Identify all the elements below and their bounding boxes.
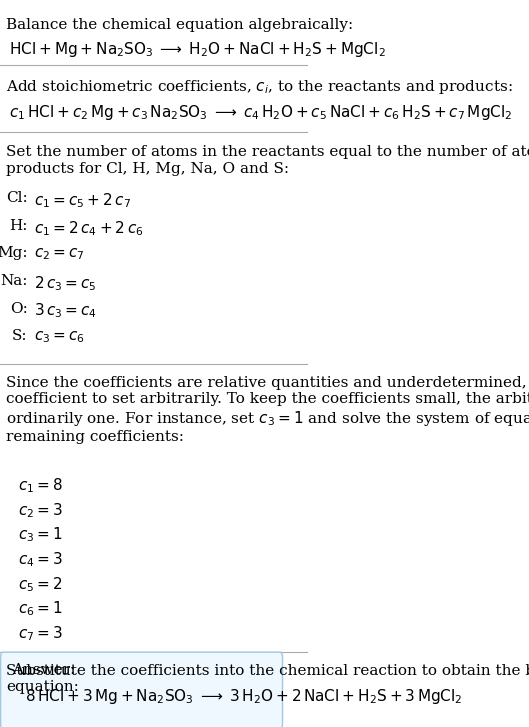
Text: S:: S:: [12, 329, 28, 343]
Text: $c_1 = 2\,c_4 + 2\,c_6$: $c_1 = 2\,c_4 + 2\,c_6$: [34, 219, 143, 238]
Text: $c_2 = 3$: $c_2 = 3$: [19, 501, 63, 520]
Text: $\mathrm{HCl + Mg + Na_2SO_3 \;\longrightarrow\; H_2O + NaCl + H_2S + MgCl_2}$: $\mathrm{HCl + Mg + Na_2SO_3 \;\longrigh…: [9, 40, 386, 59]
Text: $c_3 = c_6$: $c_3 = c_6$: [34, 329, 85, 345]
Text: $2\,c_3 = c_5$: $2\,c_3 = c_5$: [34, 274, 96, 293]
Text: Na:: Na:: [0, 274, 28, 288]
Text: Set the number of atoms in the reactants equal to the number of atoms in the
pro: Set the number of atoms in the reactants…: [6, 145, 529, 176]
Text: $c_4 = 3$: $c_4 = 3$: [19, 550, 63, 569]
Text: $c_1\,\mathrm{HCl} + c_2\,\mathrm{Mg} + c_3\,\mathrm{Na_2SO_3} \;\longrightarrow: $c_1\,\mathrm{HCl} + c_2\,\mathrm{Mg} + …: [9, 103, 513, 122]
Text: $c_1 = 8$: $c_1 = 8$: [19, 476, 63, 495]
Text: $3\,c_3 = c_4$: $3\,c_3 = c_4$: [34, 302, 97, 321]
Text: $8\,\mathrm{HCl} + 3\,\mathrm{Mg} + \mathrm{Na_2SO_3} \;\longrightarrow\; 3\,\ma: $8\,\mathrm{HCl} + 3\,\mathrm{Mg} + \mat…: [25, 687, 462, 706]
Text: $c_1 = c_5 + 2\,c_7$: $c_1 = c_5 + 2\,c_7$: [34, 191, 131, 210]
Text: Substitute the coefficients into the chemical reaction to obtain the balanced
eq: Substitute the coefficients into the che…: [6, 664, 529, 694]
Text: Balance the chemical equation algebraically:: Balance the chemical equation algebraica…: [6, 18, 353, 32]
Text: $c_6 = 1$: $c_6 = 1$: [19, 600, 63, 619]
Text: H:: H:: [9, 219, 28, 233]
Text: $c_7 = 3$: $c_7 = 3$: [19, 624, 63, 643]
Text: O:: O:: [10, 302, 28, 316]
Text: $c_3 = 1$: $c_3 = 1$: [19, 526, 63, 545]
Text: $c_5 = 2$: $c_5 = 2$: [19, 575, 63, 594]
Text: Cl:: Cl:: [6, 191, 28, 205]
Text: Add stoichiometric coefficients, $c_i$, to the reactants and products:: Add stoichiometric coefficients, $c_i$, …: [6, 78, 513, 96]
Text: Mg:: Mg:: [0, 246, 28, 260]
Text: $c_2 = c_7$: $c_2 = c_7$: [34, 246, 85, 262]
FancyBboxPatch shape: [1, 652, 282, 727]
Text: Since the coefficients are relative quantities and underdetermined, choose a
coe: Since the coefficients are relative quan…: [6, 376, 529, 444]
Text: Answer:: Answer:: [12, 663, 76, 677]
